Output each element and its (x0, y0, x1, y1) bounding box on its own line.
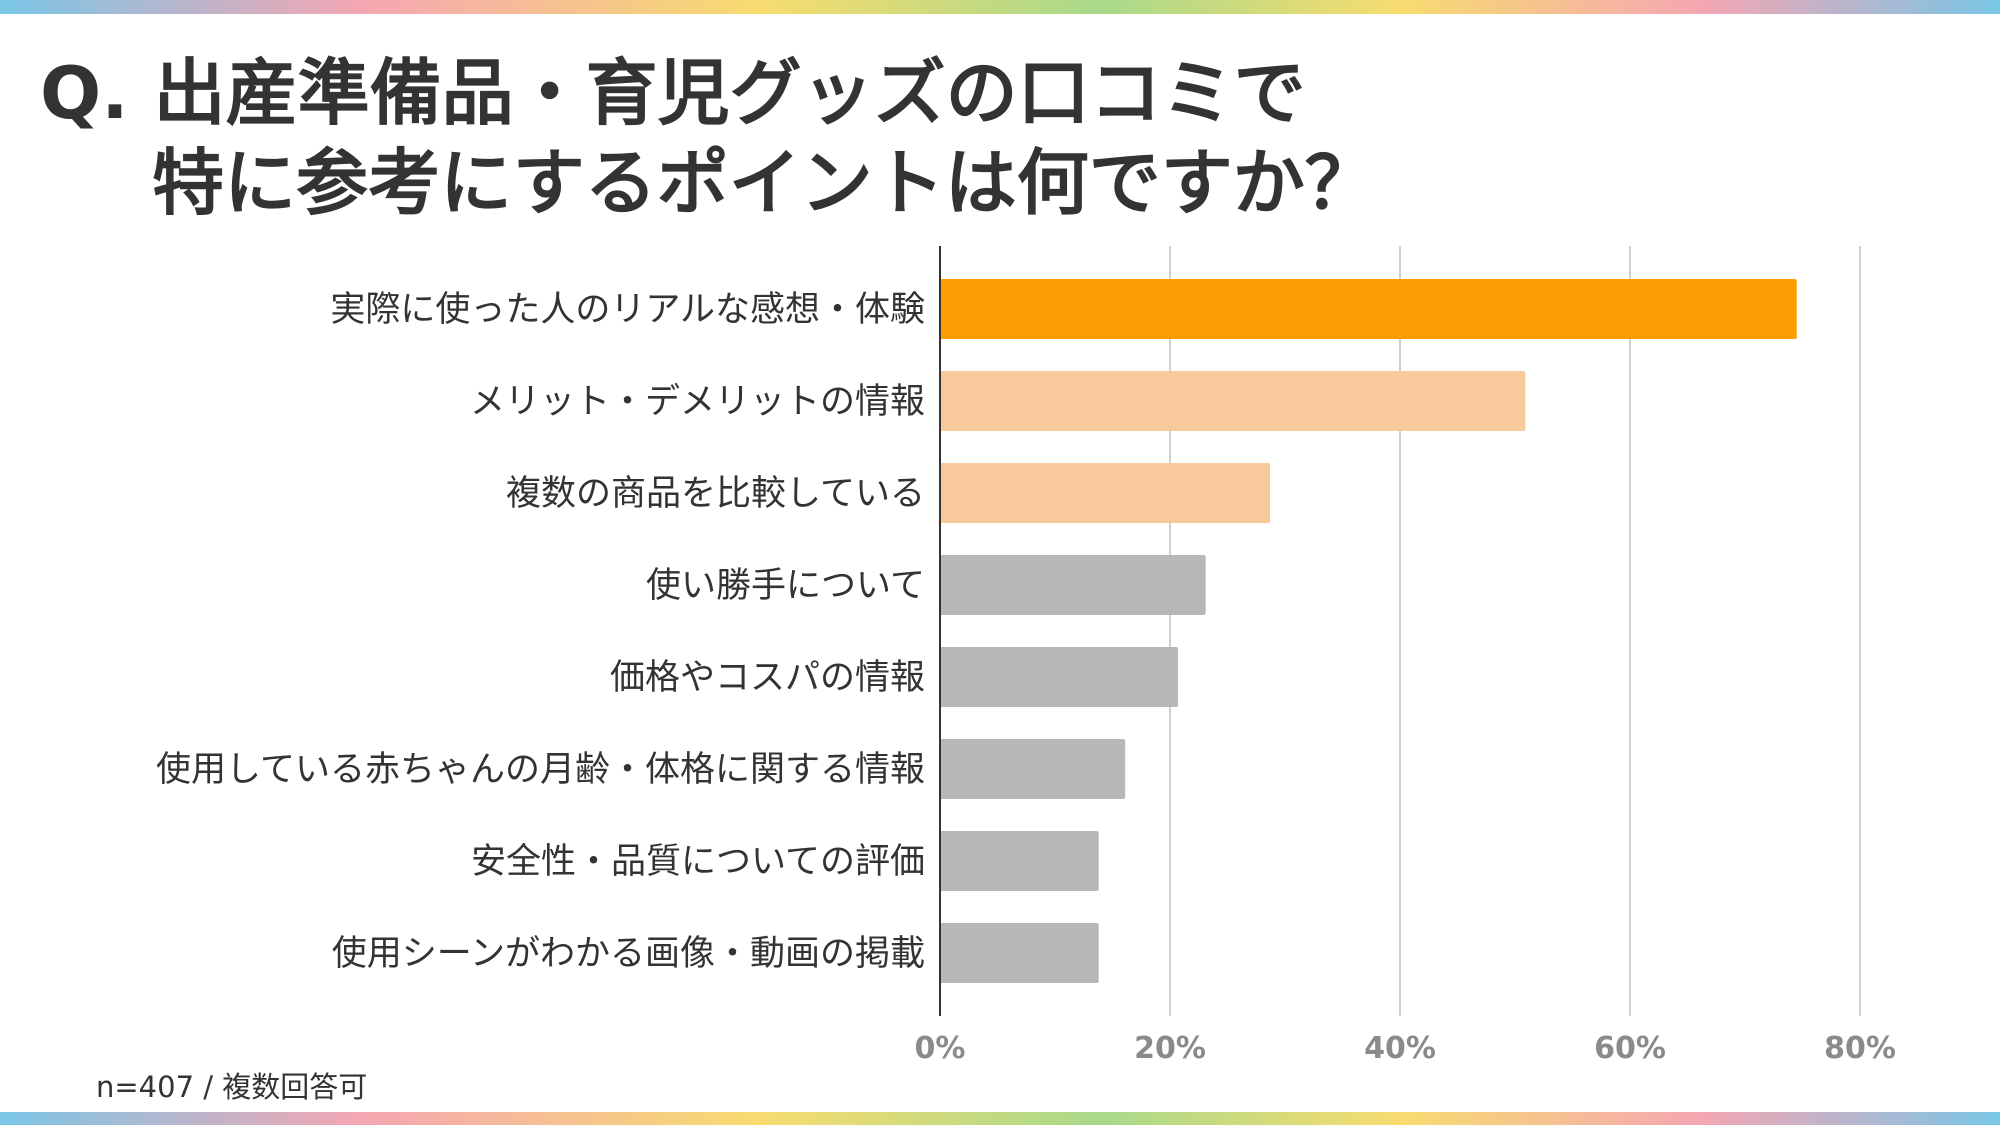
bar (940, 923, 1099, 983)
bar (940, 279, 1797, 339)
sample-note: n=407 / 複数回答可 (96, 1070, 368, 1104)
category-label: メリット・デメリットの情報 (470, 382, 925, 422)
bar (940, 555, 1206, 615)
x-tick-label: 0% (915, 1031, 966, 1066)
bar (940, 831, 1099, 891)
x-tick-label: 60% (1594, 1031, 1666, 1066)
category-label: 価格やコスパの情報 (610, 658, 925, 698)
question-title: Q. 出産準備品・育児グッズの口コミで 特に参考にするポイントは何ですか？ (40, 48, 1377, 228)
question-title-line1: Q. 出産準備品・育児グッズの口コミで (40, 51, 1306, 135)
category-label: 実際に使った人のリアルな感想・体験 (330, 290, 925, 330)
question-title-line2: 特に参考にするポイントは何ですか？ (152, 141, 1377, 225)
bar (940, 463, 1271, 523)
category-label: 複数の商品を比較している (506, 474, 925, 514)
category-label: 使用シーンがわかる画像・動画の掲載 (332, 934, 925, 974)
category-label: 安全性・品質についての評価 (471, 842, 925, 882)
x-tick-label: 40% (1364, 1031, 1436, 1066)
bar (940, 739, 1126, 799)
category-label: 使用している赤ちゃんの月齢・体格に関する情報 (156, 750, 925, 790)
x-tick-label: 80% (1824, 1031, 1896, 1066)
x-tick-label: 20% (1134, 1031, 1206, 1066)
bar (940, 371, 1526, 431)
top-color-stripe (0, 0, 2000, 14)
bar (940, 647, 1179, 707)
bottom-color-stripe (0, 1112, 2000, 1125)
category-label: 使い勝手について (646, 566, 925, 606)
